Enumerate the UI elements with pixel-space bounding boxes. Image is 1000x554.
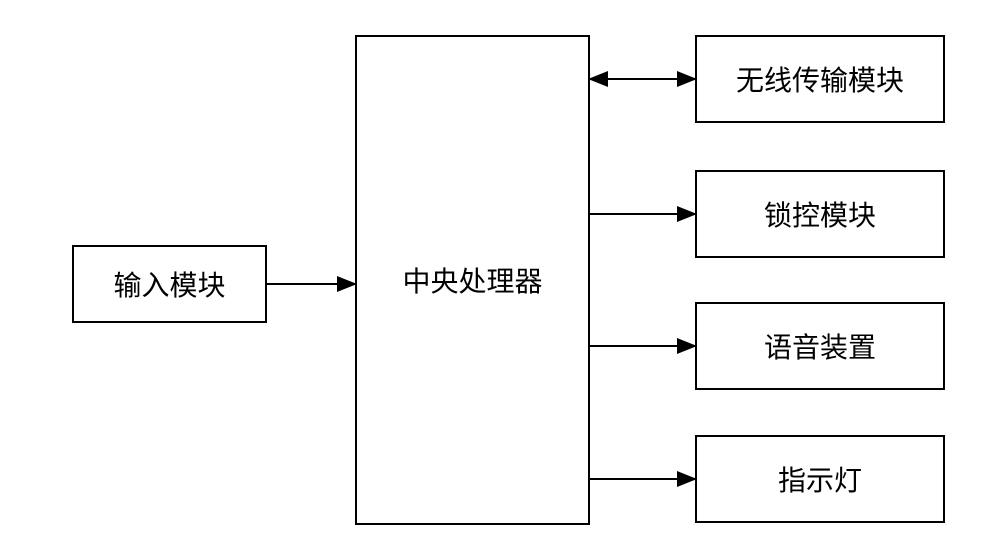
node-input-module: 输入模块: [72, 245, 267, 323]
node-cpu: 中央处理器: [355, 35, 590, 525]
node-indicator: 指示灯: [695, 435, 945, 523]
node-label: 中央处理器: [402, 260, 542, 300]
node-label: 无线传输模块: [736, 59, 904, 99]
node-label: 输入模块: [113, 264, 225, 304]
node-lock-control: 锁控模块: [695, 170, 945, 258]
node-voice: 语音装置: [695, 302, 945, 390]
node-label: 锁控模块: [764, 194, 876, 234]
node-wireless: 无线传输模块: [695, 35, 945, 123]
node-label: 语音装置: [764, 326, 876, 366]
node-label: 指示灯: [778, 459, 862, 499]
block-diagram: 输入模块 中央处理器 无线传输模块 锁控模块 语音装置 指示灯: [0, 0, 1000, 554]
